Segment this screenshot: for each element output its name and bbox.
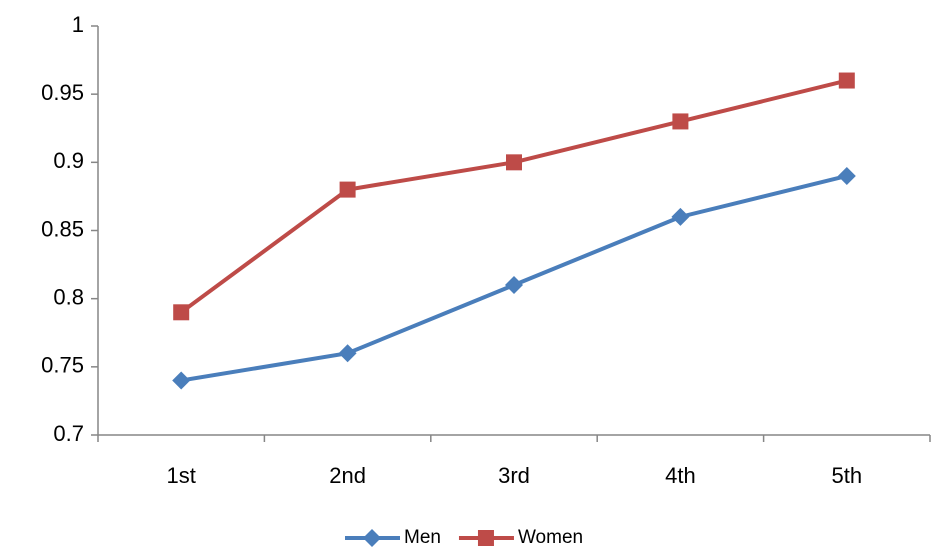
x-tick-label: 1st — [167, 463, 196, 488]
y-tick-label: 0.7 — [53, 421, 84, 446]
y-tick-label: 0.75 — [41, 353, 84, 378]
y-tick-label: 0.85 — [41, 216, 84, 241]
marker — [506, 154, 522, 171]
legend-label: Men — [404, 527, 441, 548]
marker — [339, 181, 356, 198]
marker — [837, 166, 856, 185]
marker — [505, 276, 523, 295]
y-tick-label: 0.95 — [41, 80, 84, 105]
marker — [363, 529, 381, 547]
marker — [672, 113, 689, 130]
legend: Men Women — [345, 527, 583, 548]
x-tick-label: 2nd — [329, 463, 366, 488]
legend-label: Women — [518, 527, 583, 548]
y-tick-label: 0.8 — [53, 284, 84, 309]
marker — [838, 72, 855, 89]
marker — [671, 207, 690, 226]
marker — [173, 304, 190, 321]
marker — [172, 371, 191, 390]
marker — [338, 344, 357, 363]
y-tick-label: 1 — [72, 12, 84, 37]
marker — [477, 530, 494, 546]
x-tick-label: 4th — [665, 463, 696, 488]
x-tick-label: 3rd — [498, 463, 530, 488]
y-tick-label: 0.9 — [53, 148, 84, 173]
x-tick-label: 5th — [832, 463, 863, 488]
